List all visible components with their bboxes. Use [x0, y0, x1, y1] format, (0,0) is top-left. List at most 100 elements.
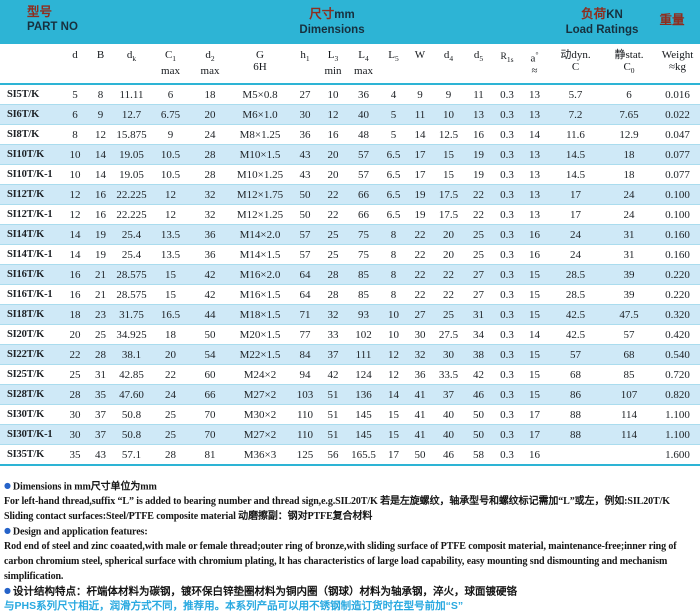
value-cell: 0.3: [493, 364, 521, 385]
table-row: SI20T/K 20 25 34.925 18 50 M20×1.5 77 33 102 10 30 2…: [0, 324, 700, 345]
value-cell: 22: [464, 204, 493, 225]
value-cell: 19: [88, 224, 113, 245]
value-cell: 28.5: [548, 284, 603, 305]
value-cell: 9: [433, 84, 464, 105]
value-cell: 24: [150, 384, 191, 405]
bullet-icon: ●: [4, 526, 11, 536]
value-cell: 28: [319, 264, 347, 285]
value-cell: 0.3: [493, 144, 521, 165]
col-header-a-deg: a° ≈: [521, 44, 548, 85]
value-cell: 0.3: [493, 164, 521, 185]
value-cell: 13: [521, 164, 548, 185]
value-cell: M22×1.5: [229, 344, 291, 365]
value-cell: 25: [88, 324, 113, 345]
part-no-cell: SI20T/K: [0, 324, 62, 345]
value-cell: 31: [88, 364, 113, 385]
value-cell: 0.100: [655, 184, 700, 205]
value-cell: 30: [62, 404, 88, 425]
value-cell: 0.3: [493, 304, 521, 325]
value-cell: 20: [191, 104, 229, 125]
value-cell: 8: [62, 124, 88, 145]
value-cell: M10×1.25: [229, 164, 291, 185]
value-cell: 107: [603, 384, 655, 405]
value-cell: 43: [291, 144, 319, 165]
part-no-cell: SI8T/K: [0, 124, 62, 145]
value-cell: 7.65: [603, 104, 655, 125]
value-cell: 27.5: [433, 324, 464, 345]
value-cell: M18×1.5: [229, 304, 291, 325]
value-cell: 38.1: [113, 344, 150, 365]
value-cell: 13: [464, 104, 493, 125]
value-cell: 12: [150, 204, 191, 225]
value-cell: 0.3: [493, 104, 521, 125]
value-cell: 16: [521, 444, 548, 466]
value-cell: 34: [464, 324, 493, 345]
value-cell: 16: [88, 204, 113, 225]
value-cell: 35: [88, 384, 113, 405]
note-design-features-body-1: Rod end of steel and zinc coaated,with m…: [4, 540, 698, 555]
note-text: For left-hand thread,suffix “L” is added…: [4, 496, 670, 508]
value-cell: 9: [407, 84, 433, 105]
value-cell: 41: [407, 404, 433, 425]
col-header-d2-max: d2 max: [191, 44, 229, 85]
value-cell: 44: [191, 304, 229, 325]
load-unit-label: KN: [606, 9, 623, 21]
value-cell: 50: [191, 324, 229, 345]
value-cell: 5: [380, 104, 407, 125]
value-cell: 22: [407, 224, 433, 245]
value-cell: 50: [464, 424, 493, 445]
value-cell: 14: [407, 124, 433, 145]
part-no-cell: SI30T/K-1: [0, 424, 62, 445]
value-cell: 15: [521, 344, 548, 365]
value-cell: 46: [464, 384, 493, 405]
value-cell: 71: [291, 304, 319, 325]
value-cell: 12.9: [603, 124, 655, 145]
load-ratings-header: 负荷KN Load Ratings: [540, 5, 664, 38]
value-cell: 0.3: [493, 324, 521, 345]
load-en-label: Load Ratings: [565, 24, 639, 36]
col-header-stat-C0: 静stat. C0: [603, 44, 655, 85]
value-cell: 13: [521, 84, 548, 105]
value-cell: 20: [319, 164, 347, 185]
value-cell: 0.420: [655, 324, 700, 345]
note-text: Dimensions in mm尺寸单位为mm: [12, 481, 157, 493]
value-cell: 23: [88, 304, 113, 325]
value-cell: 17: [521, 404, 548, 425]
note-dimensions-unit: ● Dimensions in mm尺寸单位为mm: [4, 479, 698, 495]
value-cell: 19: [464, 144, 493, 165]
value-cell: 47.5: [603, 304, 655, 325]
note-left-hand-thread: For left-hand thread,suffix “L” is added…: [4, 495, 698, 510]
value-cell: 17: [548, 204, 603, 225]
table-row: SI8T/K 8 12 15.875 9 24 M8×1.25 36 16 48 5 14 12.5 16…: [0, 124, 700, 145]
value-cell: 10.5: [150, 144, 191, 165]
value-cell: 11: [407, 104, 433, 125]
value-cell: M14×1.5: [229, 244, 291, 265]
part-no-cell: SI25T/K: [0, 364, 62, 385]
value-cell: 11.6: [548, 124, 603, 145]
value-cell: 57: [603, 324, 655, 345]
value-cell: 12.7: [113, 104, 150, 125]
value-cell: 43: [291, 164, 319, 185]
table-row: SI10T/K 10 14 19.05 10.5 28 M10×1.5 43 20 57 6.5 17…: [0, 144, 700, 165]
value-cell: 16: [464, 124, 493, 145]
value-cell: 27: [291, 84, 319, 105]
value-cell: 110: [291, 404, 319, 425]
value-cell: 16: [62, 264, 88, 285]
note-text: simplification.: [4, 570, 64, 582]
value-cell: 11: [464, 84, 493, 105]
value-cell: 0.077: [655, 164, 700, 185]
value-cell: 25: [62, 364, 88, 385]
value-cell: 47.60: [113, 384, 150, 405]
value-cell: 30: [433, 344, 464, 365]
value-cell: 15: [380, 424, 407, 445]
value-cell: 66: [191, 384, 229, 405]
value-cell: 13: [521, 144, 548, 165]
table-row: SI30T/K-1 30 37 50.8 25 70 M27×2 110 51 145 15 41 40…: [0, 424, 700, 445]
value-cell: M10×1.5: [229, 144, 291, 165]
value-cell: 0.220: [655, 284, 700, 305]
col-header-h1: h1: [291, 44, 319, 85]
part-no-cell: SI12T/K-1: [0, 204, 62, 225]
value-cell: 145: [347, 404, 380, 425]
value-cell: M5×0.8: [229, 84, 291, 105]
table-row: SI22T/K 22 28 38.1 20 54 M22×1.5 84 37 111 12 32 30 3…: [0, 344, 700, 365]
